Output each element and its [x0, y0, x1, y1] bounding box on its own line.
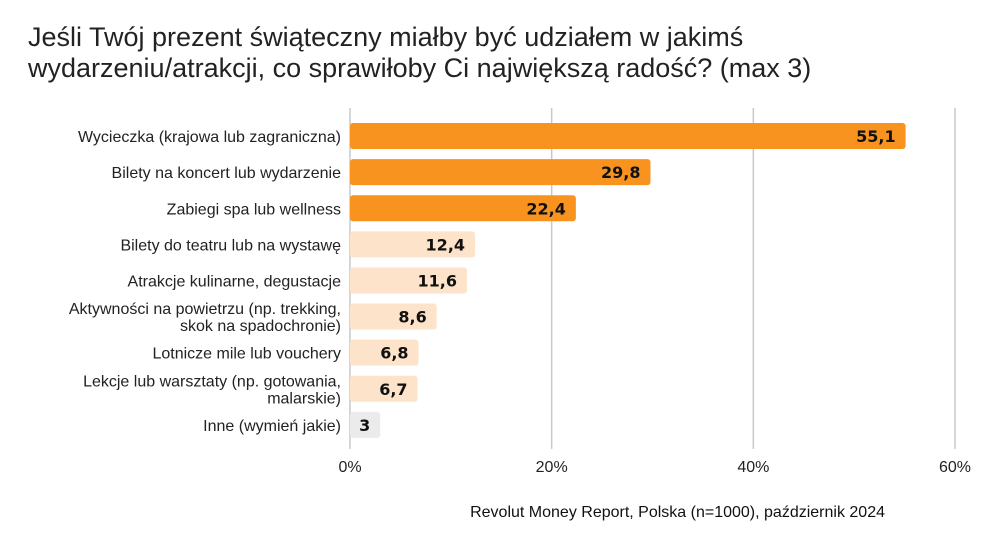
category-label: Zabiegi spa lub wellness — [167, 201, 341, 218]
data-label: 8,6 — [398, 308, 426, 327]
category-label: Bilety do teatru lub na wystawę — [120, 237, 341, 254]
category-label: Bilety na koncert lub wydarzenie — [112, 165, 342, 182]
data-label: 11,6 — [417, 271, 456, 290]
data-label: 55,1 — [856, 127, 895, 146]
data-label: 12,4 — [426, 235, 465, 254]
bar — [350, 195, 576, 222]
category-labels: Wycieczka (krajowa lub zagraniczna) Bilet… — [69, 129, 341, 435]
category-label: skok na spadochronie) — [180, 318, 341, 335]
data-label: 3 — [359, 416, 370, 435]
value-labels: 55,1 29,8 22,4 12,4 11,6 8,6 6,8 6,7 3 — [359, 127, 895, 435]
bar — [350, 375, 418, 402]
bar — [350, 231, 476, 258]
category-label: Wycieczka (krajowa lub zagraniczna) — [78, 129, 341, 146]
category-label: Lotnicze mile lub vouchery — [152, 346, 341, 363]
x-tick-label: 20% — [536, 459, 568, 476]
data-label: 29,8 — [601, 163, 640, 182]
bar — [350, 123, 906, 150]
source-note: Revolut Money Report, Polska (n=1000), p… — [470, 504, 885, 521]
category-label: Atrakcje kulinarne, degustacje — [128, 273, 342, 290]
bar — [350, 267, 467, 294]
bar — [350, 303, 437, 330]
category-label: malarskie) — [267, 390, 341, 407]
category-label: Lekcje lub warsztaty (np. gotowania, — [83, 373, 341, 390]
x-tick-label: 0% — [338, 459, 361, 476]
bar — [350, 411, 381, 438]
data-label: 6,8 — [380, 344, 408, 363]
data-label: 22,4 — [526, 199, 565, 218]
x-tick-label: 40% — [737, 459, 769, 476]
bars — [350, 123, 906, 438]
bar — [350, 159, 651, 186]
category-label: Aktywności na powietrzu (np. trekking, — [69, 301, 341, 318]
data-label: 6,7 — [379, 380, 407, 399]
bar — [350, 339, 419, 366]
x-axis-ticks: 0% 20% 40% 60% — [338, 459, 971, 476]
chart-title: Jeśli Twój prezent świąteczny miałby być… — [28, 22, 812, 83]
category-label: Inne (wymień jakie) — [203, 418, 341, 435]
x-tick-label: 60% — [939, 459, 971, 476]
